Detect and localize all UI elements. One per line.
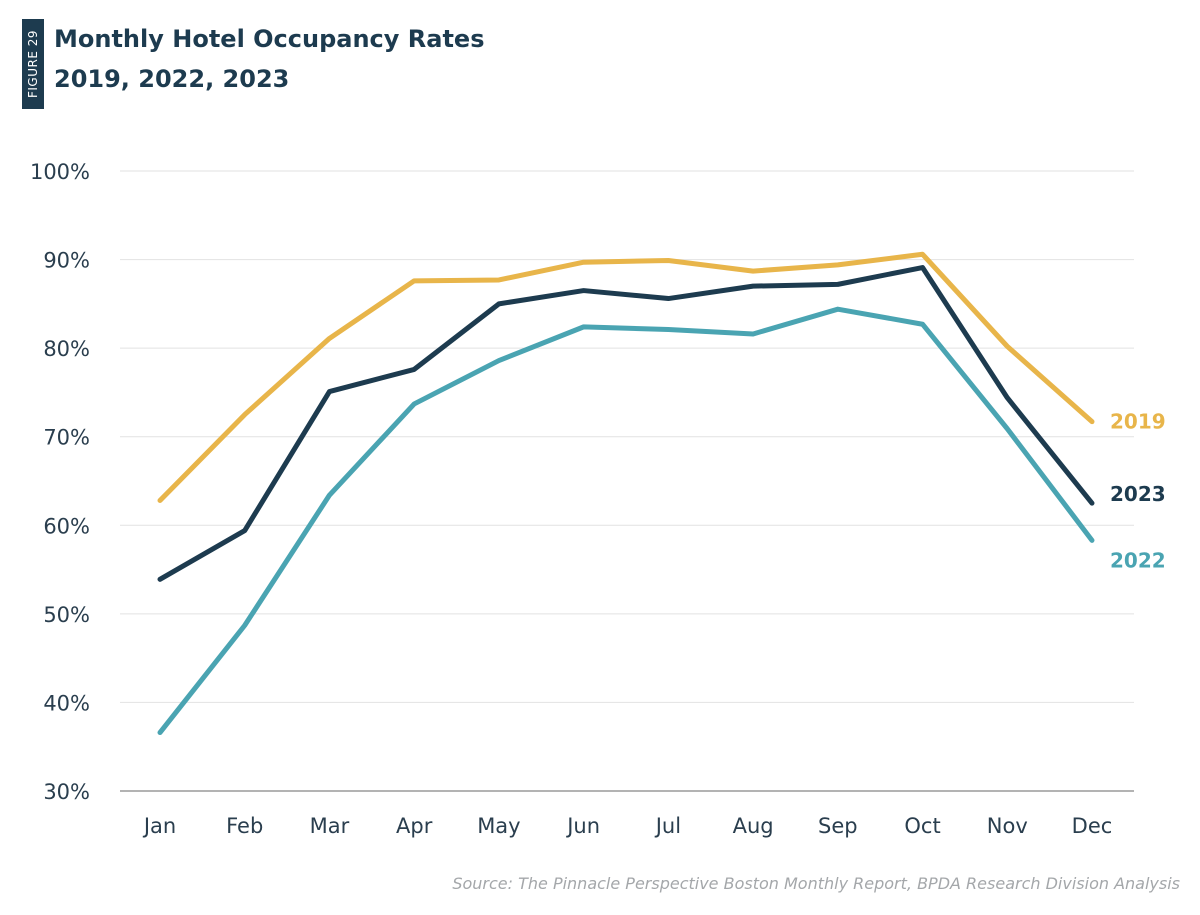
x-tick-label: Apr <box>396 814 433 838</box>
series-labels: 2019 2023 2022 <box>1110 410 1166 573</box>
series-label-2022: 2022 <box>1110 548 1166 572</box>
series-line-2019 <box>157 251 1095 503</box>
x-tick-label: Sep <box>818 814 858 838</box>
figure-tag: FIGURE 29 <box>22 19 44 109</box>
y-tick-label: 100% <box>30 160 90 184</box>
y-tick-label: 80% <box>43 337 90 361</box>
y-tick-label: 40% <box>43 691 90 715</box>
x-tick-label: Feb <box>226 814 263 838</box>
gridlines <box>120 170 1134 792</box>
title-block: Monthly Hotel Occupancy Rates 2019, 2022… <box>54 22 485 96</box>
x-tick-label: Mar <box>310 814 350 838</box>
chart-subtitle: 2019, 2022, 2023 <box>54 65 290 93</box>
x-tick-label: Nov <box>987 814 1028 838</box>
series-label-2019: 2019 <box>1110 410 1166 434</box>
y-tick-label: 60% <box>43 514 90 538</box>
series-line-2023 <box>157 265 1095 582</box>
x-tick-label: Aug <box>733 814 774 838</box>
axes: 30% 40% 50% 60% 70% 80% 90% 100% Jan Feb Mar Apr May… <box>30 160 1112 838</box>
y-tick-label: 70% <box>43 426 90 450</box>
y-tick-label: 30% <box>43 780 90 804</box>
x-tick-label: Dec <box>1072 814 1113 838</box>
y-tick-label: 90% <box>43 249 90 273</box>
series-lines <box>157 251 1095 736</box>
x-tick-label: Jul <box>654 814 681 838</box>
x-tick-label: Jan <box>142 814 176 838</box>
chart-title: Monthly Hotel Occupancy Rates <box>54 25 485 53</box>
series-label-2023: 2023 <box>1110 482 1166 506</box>
x-tick-label: Jun <box>565 814 600 838</box>
y-tick-label: 50% <box>43 603 90 627</box>
series-line-2022 <box>157 306 1095 736</box>
x-tick-label: May <box>477 814 520 838</box>
x-tick-label: Oct <box>904 814 940 838</box>
source-note: Source: The Pinnacle Perspective Boston … <box>452 874 1180 893</box>
